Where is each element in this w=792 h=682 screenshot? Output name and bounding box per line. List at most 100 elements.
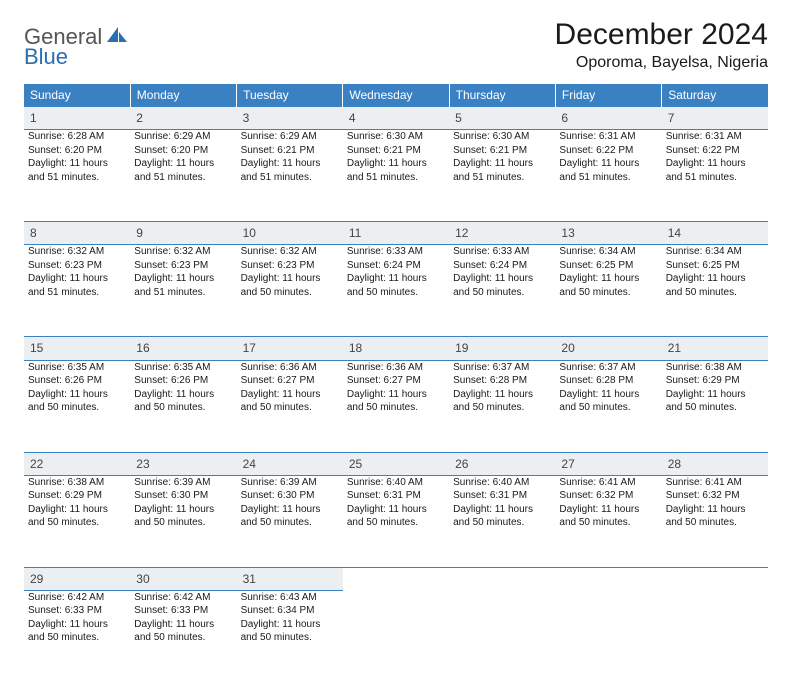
- day-cell: Sunrise: 6:28 AMSunset: 6:20 PMDaylight:…: [24, 130, 130, 222]
- week-row: Sunrise: 6:35 AMSunset: 6:26 PMDaylight:…: [24, 360, 768, 452]
- day-number-cell: 20: [555, 337, 661, 360]
- day-number-row: 1234567: [24, 107, 768, 130]
- sunrise-line: Sunrise: 6:32 AM: [241, 245, 339, 259]
- daylight-line: Daylight: 11 hours and 51 minutes.: [28, 157, 126, 184]
- daylight-line: Daylight: 11 hours and 50 minutes.: [453, 503, 551, 530]
- daylight-line: Daylight: 11 hours and 50 minutes.: [347, 503, 445, 530]
- day-header: Thursday: [449, 84, 555, 107]
- day-cell: Sunrise: 6:32 AMSunset: 6:23 PMDaylight:…: [24, 245, 130, 337]
- day-cell: Sunrise: 6:37 AMSunset: 6:28 PMDaylight:…: [449, 360, 555, 452]
- daylight-line: Daylight: 11 hours and 50 minutes.: [28, 388, 126, 415]
- day-number-cell: 16: [130, 337, 236, 360]
- sunset-line: Sunset: 6:31 PM: [453, 489, 551, 503]
- sunrise-line: Sunrise: 6:35 AM: [134, 361, 232, 375]
- day-cell: Sunrise: 6:39 AMSunset: 6:30 PMDaylight:…: [237, 475, 343, 567]
- day-number-cell: 14: [662, 222, 768, 245]
- day-number-cell: 30: [130, 567, 236, 590]
- day-cell: Sunrise: 6:34 AMSunset: 6:25 PMDaylight:…: [662, 245, 768, 337]
- daylight-line: Daylight: 11 hours and 51 minutes.: [559, 157, 657, 184]
- day-number-cell: 9: [130, 222, 236, 245]
- sunset-line: Sunset: 6:22 PM: [559, 144, 657, 158]
- day-number-cell: 19: [449, 337, 555, 360]
- daylight-line: Daylight: 11 hours and 50 minutes.: [134, 388, 232, 415]
- daylight-line: Daylight: 11 hours and 51 minutes.: [134, 272, 232, 299]
- sunrise-line: Sunrise: 6:29 AM: [241, 130, 339, 144]
- sunrise-line: Sunrise: 6:37 AM: [453, 361, 551, 375]
- page-header: General Blue December 2024 Oporoma, Baye…: [24, 18, 768, 72]
- day-number-cell: 24: [237, 452, 343, 475]
- day-number-cell: 2: [130, 107, 236, 130]
- sunrise-line: Sunrise: 6:35 AM: [28, 361, 126, 375]
- day-number-cell: [343, 567, 449, 590]
- day-number-cell: 11: [343, 222, 449, 245]
- sunrise-line: Sunrise: 6:28 AM: [28, 130, 126, 144]
- sunrise-line: Sunrise: 6:38 AM: [666, 361, 764, 375]
- day-number-cell: 7: [662, 107, 768, 130]
- sunrise-line: Sunrise: 6:29 AM: [134, 130, 232, 144]
- sunset-line: Sunset: 6:32 PM: [559, 489, 657, 503]
- day-number-cell: 13: [555, 222, 661, 245]
- day-number-cell: [449, 567, 555, 590]
- sunset-line: Sunset: 6:25 PM: [666, 259, 764, 273]
- daylight-line: Daylight: 11 hours and 50 minutes.: [134, 503, 232, 530]
- day-cell: [343, 590, 449, 682]
- day-number-row: 891011121314: [24, 222, 768, 245]
- day-cell: Sunrise: 6:29 AMSunset: 6:20 PMDaylight:…: [130, 130, 236, 222]
- daylight-line: Daylight: 11 hours and 50 minutes.: [453, 272, 551, 299]
- week-row: Sunrise: 6:38 AMSunset: 6:29 PMDaylight:…: [24, 475, 768, 567]
- sunrise-line: Sunrise: 6:34 AM: [559, 245, 657, 259]
- sunset-line: Sunset: 6:20 PM: [28, 144, 126, 158]
- day-number-cell: 21: [662, 337, 768, 360]
- day-cell: Sunrise: 6:40 AMSunset: 6:31 PMDaylight:…: [343, 475, 449, 567]
- sunset-line: Sunset: 6:25 PM: [559, 259, 657, 273]
- month-title: December 2024: [555, 18, 768, 52]
- day-number-cell: 29: [24, 567, 130, 590]
- week-row: Sunrise: 6:32 AMSunset: 6:23 PMDaylight:…: [24, 245, 768, 337]
- sunset-line: Sunset: 6:27 PM: [241, 374, 339, 388]
- day-header: Saturday: [662, 84, 768, 107]
- sunset-line: Sunset: 6:21 PM: [453, 144, 551, 158]
- logo-word-2: Blue: [24, 44, 68, 70]
- day-number-cell: 15: [24, 337, 130, 360]
- day-cell: Sunrise: 6:30 AMSunset: 6:21 PMDaylight:…: [449, 130, 555, 222]
- sunset-line: Sunset: 6:30 PM: [241, 489, 339, 503]
- day-number-cell: 22: [24, 452, 130, 475]
- daylight-line: Daylight: 11 hours and 50 minutes.: [666, 503, 764, 530]
- day-cell: Sunrise: 6:41 AMSunset: 6:32 PMDaylight:…: [555, 475, 661, 567]
- sunrise-line: Sunrise: 6:34 AM: [666, 245, 764, 259]
- sunrise-line: Sunrise: 6:39 AM: [134, 476, 232, 490]
- sunrise-line: Sunrise: 6:30 AM: [453, 130, 551, 144]
- sunrise-line: Sunrise: 6:42 AM: [134, 591, 232, 605]
- sunrise-line: Sunrise: 6:41 AM: [559, 476, 657, 490]
- day-cell: Sunrise: 6:43 AMSunset: 6:34 PMDaylight:…: [237, 590, 343, 682]
- calendar-table: Sunday Monday Tuesday Wednesday Thursday…: [24, 84, 768, 682]
- title-block: December 2024 Oporoma, Bayelsa, Nigeria: [555, 18, 768, 72]
- sunrise-line: Sunrise: 6:30 AM: [347, 130, 445, 144]
- day-number-cell: 25: [343, 452, 449, 475]
- day-number-cell: 4: [343, 107, 449, 130]
- day-cell: Sunrise: 6:39 AMSunset: 6:30 PMDaylight:…: [130, 475, 236, 567]
- day-cell: [555, 590, 661, 682]
- sunrise-line: Sunrise: 6:32 AM: [134, 245, 232, 259]
- day-number-cell: 17: [237, 337, 343, 360]
- day-cell: Sunrise: 6:34 AMSunset: 6:25 PMDaylight:…: [555, 245, 661, 337]
- day-number-cell: 5: [449, 107, 555, 130]
- sunrise-line: Sunrise: 6:31 AM: [559, 130, 657, 144]
- sunrise-line: Sunrise: 6:32 AM: [28, 245, 126, 259]
- sunrise-line: Sunrise: 6:33 AM: [347, 245, 445, 259]
- sunset-line: Sunset: 6:28 PM: [453, 374, 551, 388]
- day-cell: Sunrise: 6:41 AMSunset: 6:32 PMDaylight:…: [662, 475, 768, 567]
- sunset-line: Sunset: 6:23 PM: [134, 259, 232, 273]
- day-cell: Sunrise: 6:42 AMSunset: 6:33 PMDaylight:…: [24, 590, 130, 682]
- daylight-line: Daylight: 11 hours and 50 minutes.: [28, 503, 126, 530]
- day-number-cell: 1: [24, 107, 130, 130]
- day-number-row: 22232425262728: [24, 452, 768, 475]
- daylight-line: Daylight: 11 hours and 50 minutes.: [666, 388, 764, 415]
- day-cell: Sunrise: 6:35 AMSunset: 6:26 PMDaylight:…: [24, 360, 130, 452]
- day-header: Monday: [130, 84, 236, 107]
- day-number-cell: 18: [343, 337, 449, 360]
- sunset-line: Sunset: 6:31 PM: [347, 489, 445, 503]
- day-number-cell: 10: [237, 222, 343, 245]
- day-cell: [662, 590, 768, 682]
- day-cell: Sunrise: 6:29 AMSunset: 6:21 PMDaylight:…: [237, 130, 343, 222]
